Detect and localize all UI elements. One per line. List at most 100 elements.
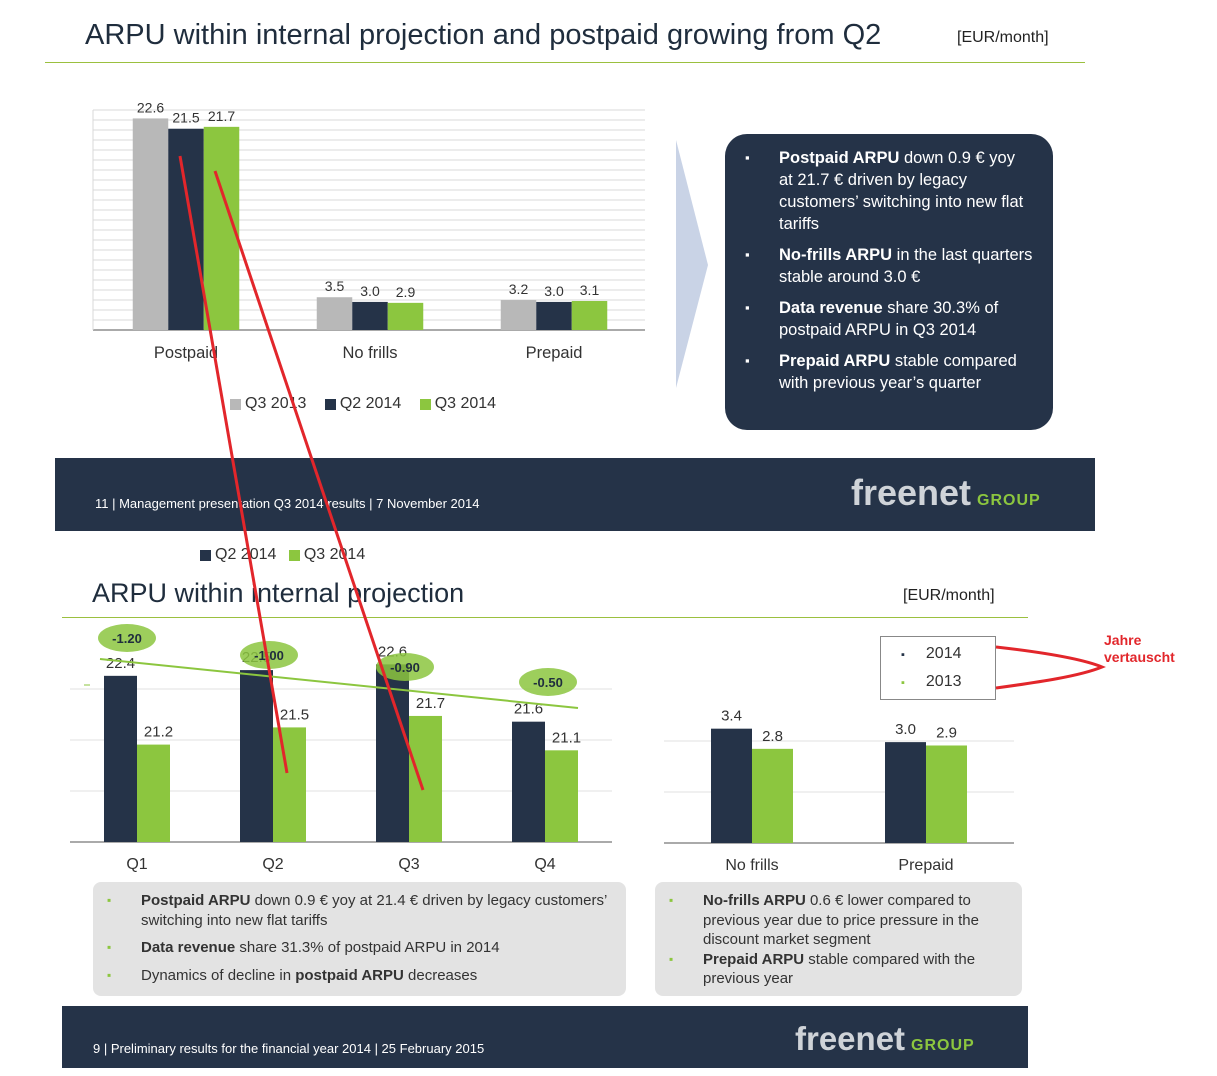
top-title-rule [45, 62, 1085, 63]
bar-2014 [104, 675, 137, 842]
data-label: 3.0 [895, 721, 916, 738]
difference-trend-line [99, 658, 579, 709]
bullet-text: decreases [403, 966, 478, 984]
bottom-left-summary-box: Postpaid ARPU down 0.9 € yoy at 21.4 € d… [93, 882, 626, 996]
bullet-bold: Postpaid ARPU [141, 892, 251, 909]
data-label: 21.5 [280, 706, 309, 723]
bullet-text: Dynamics of decline in [141, 966, 296, 984]
data-label: 3.2 [509, 281, 529, 297]
bullet-bold: No-frills ARPU [703, 892, 806, 909]
data-label: 21.7 [416, 695, 445, 712]
category-label: No frills [725, 857, 778, 874]
data-label: 21.2 [144, 724, 173, 741]
data-label: 21.6 [514, 701, 543, 718]
chevron-arrow-icon [676, 140, 708, 388]
bullet-bold: Prepaid ARPU [703, 950, 805, 968]
bullet-bold: postpaid ARPU [295, 966, 404, 984]
bottom-bullet: Data revenue share 31.3% of postpaid ARP… [107, 938, 612, 958]
bar-2014 [240, 670, 273, 842]
category-label: Q1 [126, 856, 147, 873]
top-slide-title: ARPU within internal projection and post… [85, 19, 882, 51]
data-label: 2.8 [762, 728, 783, 745]
bar-2013 [545, 750, 578, 842]
data-label: 22.4 [106, 655, 135, 672]
bottom-right-summary-box: No-frills ARPU 0.6 € lower compared to p… [655, 882, 1022, 996]
legend-label: 2013 [925, 673, 962, 690]
bottom-bullet: Prepaid ARPU stable compared with the pr… [669, 950, 1008, 989]
bottom-bullet: No-frills ARPU 0.6 € lower compared to p… [669, 891, 1008, 950]
bar-2013 [926, 745, 967, 843]
bar-2014 [711, 728, 752, 843]
data-label: 21.5 [172, 110, 199, 126]
bullet-bold: No-frills ARPU [779, 246, 893, 264]
difference-bubble [98, 624, 156, 652]
difference-label: -1.20 [112, 631, 142, 646]
annotation-line: Jahre [1104, 632, 1142, 648]
difference-label: -0.90 [390, 660, 420, 675]
bar-2013 [137, 744, 170, 842]
bullet-text: 0.6 € lower compared to previous year du… [703, 892, 979, 948]
bottom-left-list: Postpaid ARPU down 0.9 € yoy at 21.4 € d… [107, 891, 612, 985]
bullet-text: down 0.9 € yoy at 21.7 € driven by legac… [779, 149, 1024, 233]
bar-q3-2013 [132, 118, 169, 330]
category-label: Prepaid [526, 344, 583, 362]
quarterly-arpu-chart: 22.421.2Q122.521.5Q222.621.7Q321.621.1Q4… [70, 624, 612, 873]
top-bullet: Postpaid ARPU down 0.9 € yoy at 21.7 € d… [745, 147, 1033, 235]
bar-q3-2014 [571, 300, 608, 330]
top-bullet: No-frills ARPU in the last quarters stab… [745, 244, 1033, 288]
top-summary-box: Postpaid ARPU down 0.9 € yoy at 21.7 € d… [725, 134, 1053, 430]
legend-label: 2014 [925, 645, 962, 662]
bullet-bold: Prepaid ARPU [779, 352, 891, 370]
bottom-footer-bar: 9 | Preliminary results for the financia… [62, 1006, 1028, 1068]
top-bullet: Data revenue share 30.3% of postpaid ARP… [745, 297, 1033, 341]
data-label: 21.1 [552, 729, 581, 746]
difference-bubble [519, 668, 577, 696]
bar-q3-2013 [500, 300, 537, 330]
legend-item-2013: ▪ 2013 [901, 673, 962, 691]
bottom-footer-text: 9 | Preliminary results for the financia… [93, 1041, 485, 1056]
category-label: Q2 [262, 856, 283, 873]
bullet-text: stable compared with the previous year [703, 950, 976, 988]
logo-wordmark: freenet [851, 472, 972, 513]
bullet-text: in the last quarters stable around 3.0 € [779, 246, 1033, 286]
annotation-line: vertauscht [1104, 649, 1175, 665]
category-label: Q4 [534, 856, 555, 873]
category-label: Q3 [398, 856, 419, 873]
data-label: 22.6 [137, 99, 164, 115]
legend-swatch [419, 398, 431, 410]
data-label: 3.0 [544, 283, 564, 299]
data-label: 2.9 [936, 724, 957, 741]
freenet-logo: freenet GROUP [851, 472, 1041, 514]
legend-item-q3-2014: Q3 2014 [419, 395, 497, 413]
bar-2014 [885, 742, 926, 843]
top-summary-list: Postpaid ARPU down 0.9 € yoy at 21.7 € d… [745, 147, 1033, 394]
bottom-bullet: Dynamics of decline in postpaid ARPU dec… [107, 966, 612, 986]
bullet-text: stable compared with previous year’s qua… [779, 352, 1017, 392]
legend-label: Q3 2014 [434, 395, 497, 412]
freenet-logo: freenet GROUP [795, 1020, 975, 1058]
bullet-text: share 31.3% of postpaid ARPU in 2014 [235, 939, 500, 956]
bullet-text: down 0.9 € yoy at 21.4 € driven by legac… [141, 892, 607, 929]
year-legend-box: ▪ 2014 ▪ 2013 [880, 636, 996, 700]
bottom-bullet: Postpaid ARPU down 0.9 € yoy at 21.4 € d… [107, 891, 612, 930]
bottom-title-rule [62, 617, 1028, 618]
top-bullet: Prepaid ARPU stable compared with previo… [745, 350, 1033, 394]
bullet-bold: Data revenue [779, 299, 883, 317]
data-label: 3.1 [580, 282, 600, 298]
bullet-icon: ▪ [901, 649, 905, 661]
bullet-text: share 30.3% of postpaid ARPU in Q3 2014 [779, 299, 999, 339]
bottom-right-list: No-frills ARPU 0.6 € lower compared to p… [669, 891, 1008, 989]
bar-2013 [273, 727, 306, 842]
legend-item-2014: ▪ 2014 [901, 645, 962, 663]
bullet-icon: ▪ [901, 677, 905, 689]
bottom-slide-unit: [EUR/month] [903, 587, 995, 604]
nofrills-prepaid-chart: 3.4 2.8 No frills 3.0 2.9 Prepaid [664, 708, 1014, 874]
logo-group: GROUP [977, 492, 1041, 509]
category-label: Prepaid [898, 857, 953, 874]
bar-q2-2014 [536, 301, 572, 330]
logo-wordmark: freenet [795, 1020, 906, 1057]
data-label: 3.4 [721, 708, 742, 725]
difference-label: -1.00 [254, 648, 284, 663]
bar-2013 [409, 715, 442, 842]
bar-2013 [752, 748, 793, 843]
